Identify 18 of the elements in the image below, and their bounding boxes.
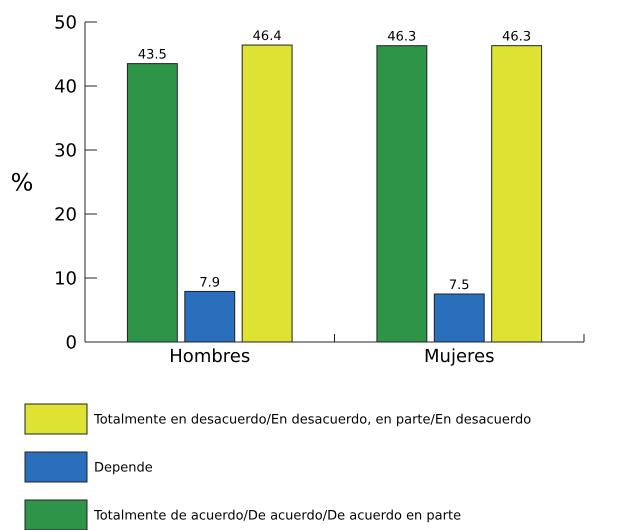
y-tick-label: 30 bbox=[54, 140, 77, 162]
y-tick-label: 10 bbox=[54, 268, 77, 290]
y-axis-title: % bbox=[10, 168, 34, 196]
data-label: 46.3 bbox=[387, 30, 416, 45]
y-tick-label: 0 bbox=[66, 332, 77, 354]
data-label: 46.4 bbox=[252, 29, 282, 44]
legend-label: Depende bbox=[94, 460, 153, 476]
y-tick-label: 40 bbox=[54, 76, 77, 98]
y-tick-label: 20 bbox=[54, 204, 77, 226]
x-tick-label: Mujeres bbox=[424, 346, 494, 367]
legend-label: Totalmente en desacuerdo/En desacuerdo, en parte/En desacuerdo bbox=[93, 412, 532, 428]
data-label: 7.9 bbox=[199, 275, 220, 290]
y-tick-label: 50 bbox=[54, 12, 77, 34]
x-tick-label: Hombres bbox=[169, 346, 250, 367]
legend-label: Totalmente de acuerdo/De acuerdo/De acuerdo en parte bbox=[93, 508, 462, 524]
data-label: 43.5 bbox=[138, 48, 167, 63]
data-label: 46.3 bbox=[502, 30, 532, 45]
data-label: 7.5 bbox=[448, 278, 470, 293]
